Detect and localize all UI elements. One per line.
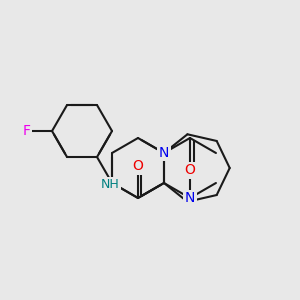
Text: NH: NH	[100, 178, 119, 191]
Text: O: O	[133, 160, 143, 173]
Text: F: F	[23, 124, 31, 138]
Text: N: N	[185, 191, 195, 205]
Text: O: O	[184, 164, 195, 178]
Text: N: N	[159, 146, 169, 160]
